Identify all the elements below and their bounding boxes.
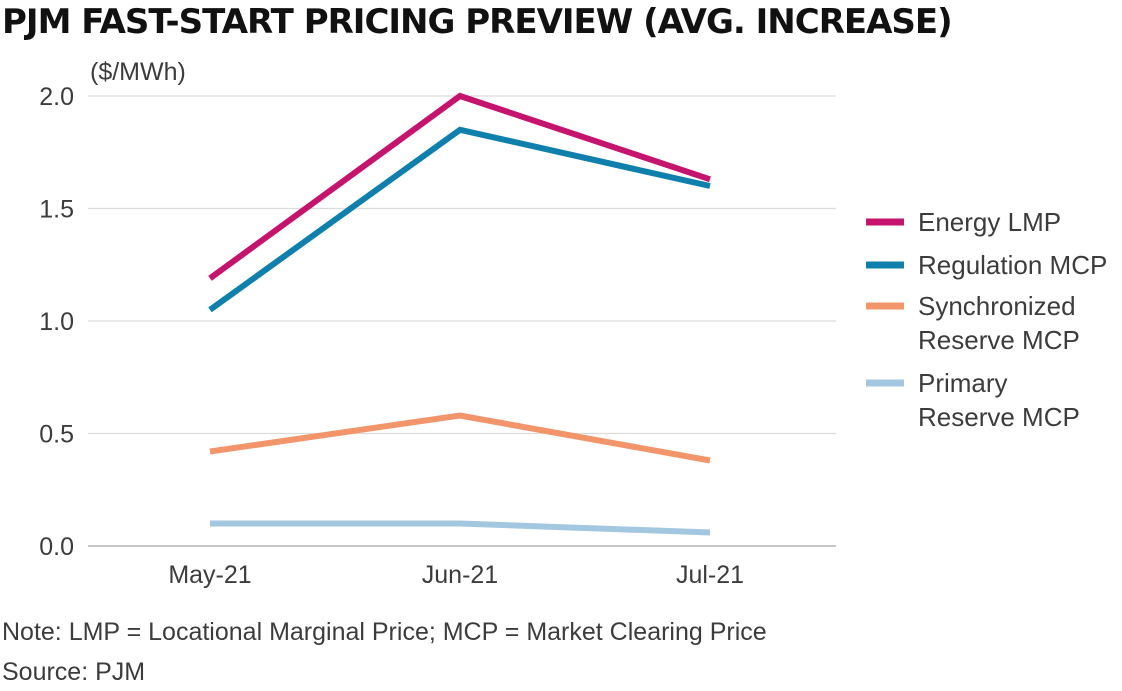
chart-source: Source: PJM — [2, 658, 146, 686]
series-lines — [208, 92, 711, 536]
x-tick-label: Jul-21 — [676, 561, 744, 589]
x-axis-ticks: May-21 Jun-21 Jul-21 — [168, 561, 744, 589]
y-axis-unit-label: ($/MWh) — [90, 58, 186, 86]
chart-note: Note: LMP = Locational Marginal Price; M… — [2, 618, 767, 646]
y-axis-ticks: 0.0 0.5 1.0 1.5 2.0 — [39, 83, 74, 561]
legend-label: Synchronized — [918, 291, 1076, 321]
series-line — [208, 126, 711, 313]
legend-label: Regulation MCP — [918, 250, 1107, 280]
x-tick-label: Jun-21 — [422, 561, 498, 589]
x-tick-label: May-21 — [168, 561, 251, 589]
series-line — [208, 92, 711, 281]
gridlines — [88, 95, 836, 547]
y-tick-label: 1.5 — [39, 196, 74, 224]
legend-label: Primary — [918, 368, 1008, 398]
y-tick-label: 0.0 — [39, 533, 74, 561]
series-line — [209, 412, 711, 464]
legend: Energy LMP Regulation MCP Synchronized Rese… — [866, 207, 1107, 432]
series-line — [210, 520, 711, 536]
legend-label: Energy LMP — [918, 207, 1061, 237]
y-tick-label: 1.0 — [39, 308, 74, 336]
legend-label: Reserve MCP — [918, 402, 1080, 432]
y-tick-label: 2.0 — [39, 83, 74, 111]
chart-title: PJM FAST-START PRICING PREVIEW (AVG. INC… — [2, 2, 953, 42]
y-tick-label: 0.5 — [39, 421, 74, 449]
legend-label: Reserve MCP — [918, 325, 1080, 355]
